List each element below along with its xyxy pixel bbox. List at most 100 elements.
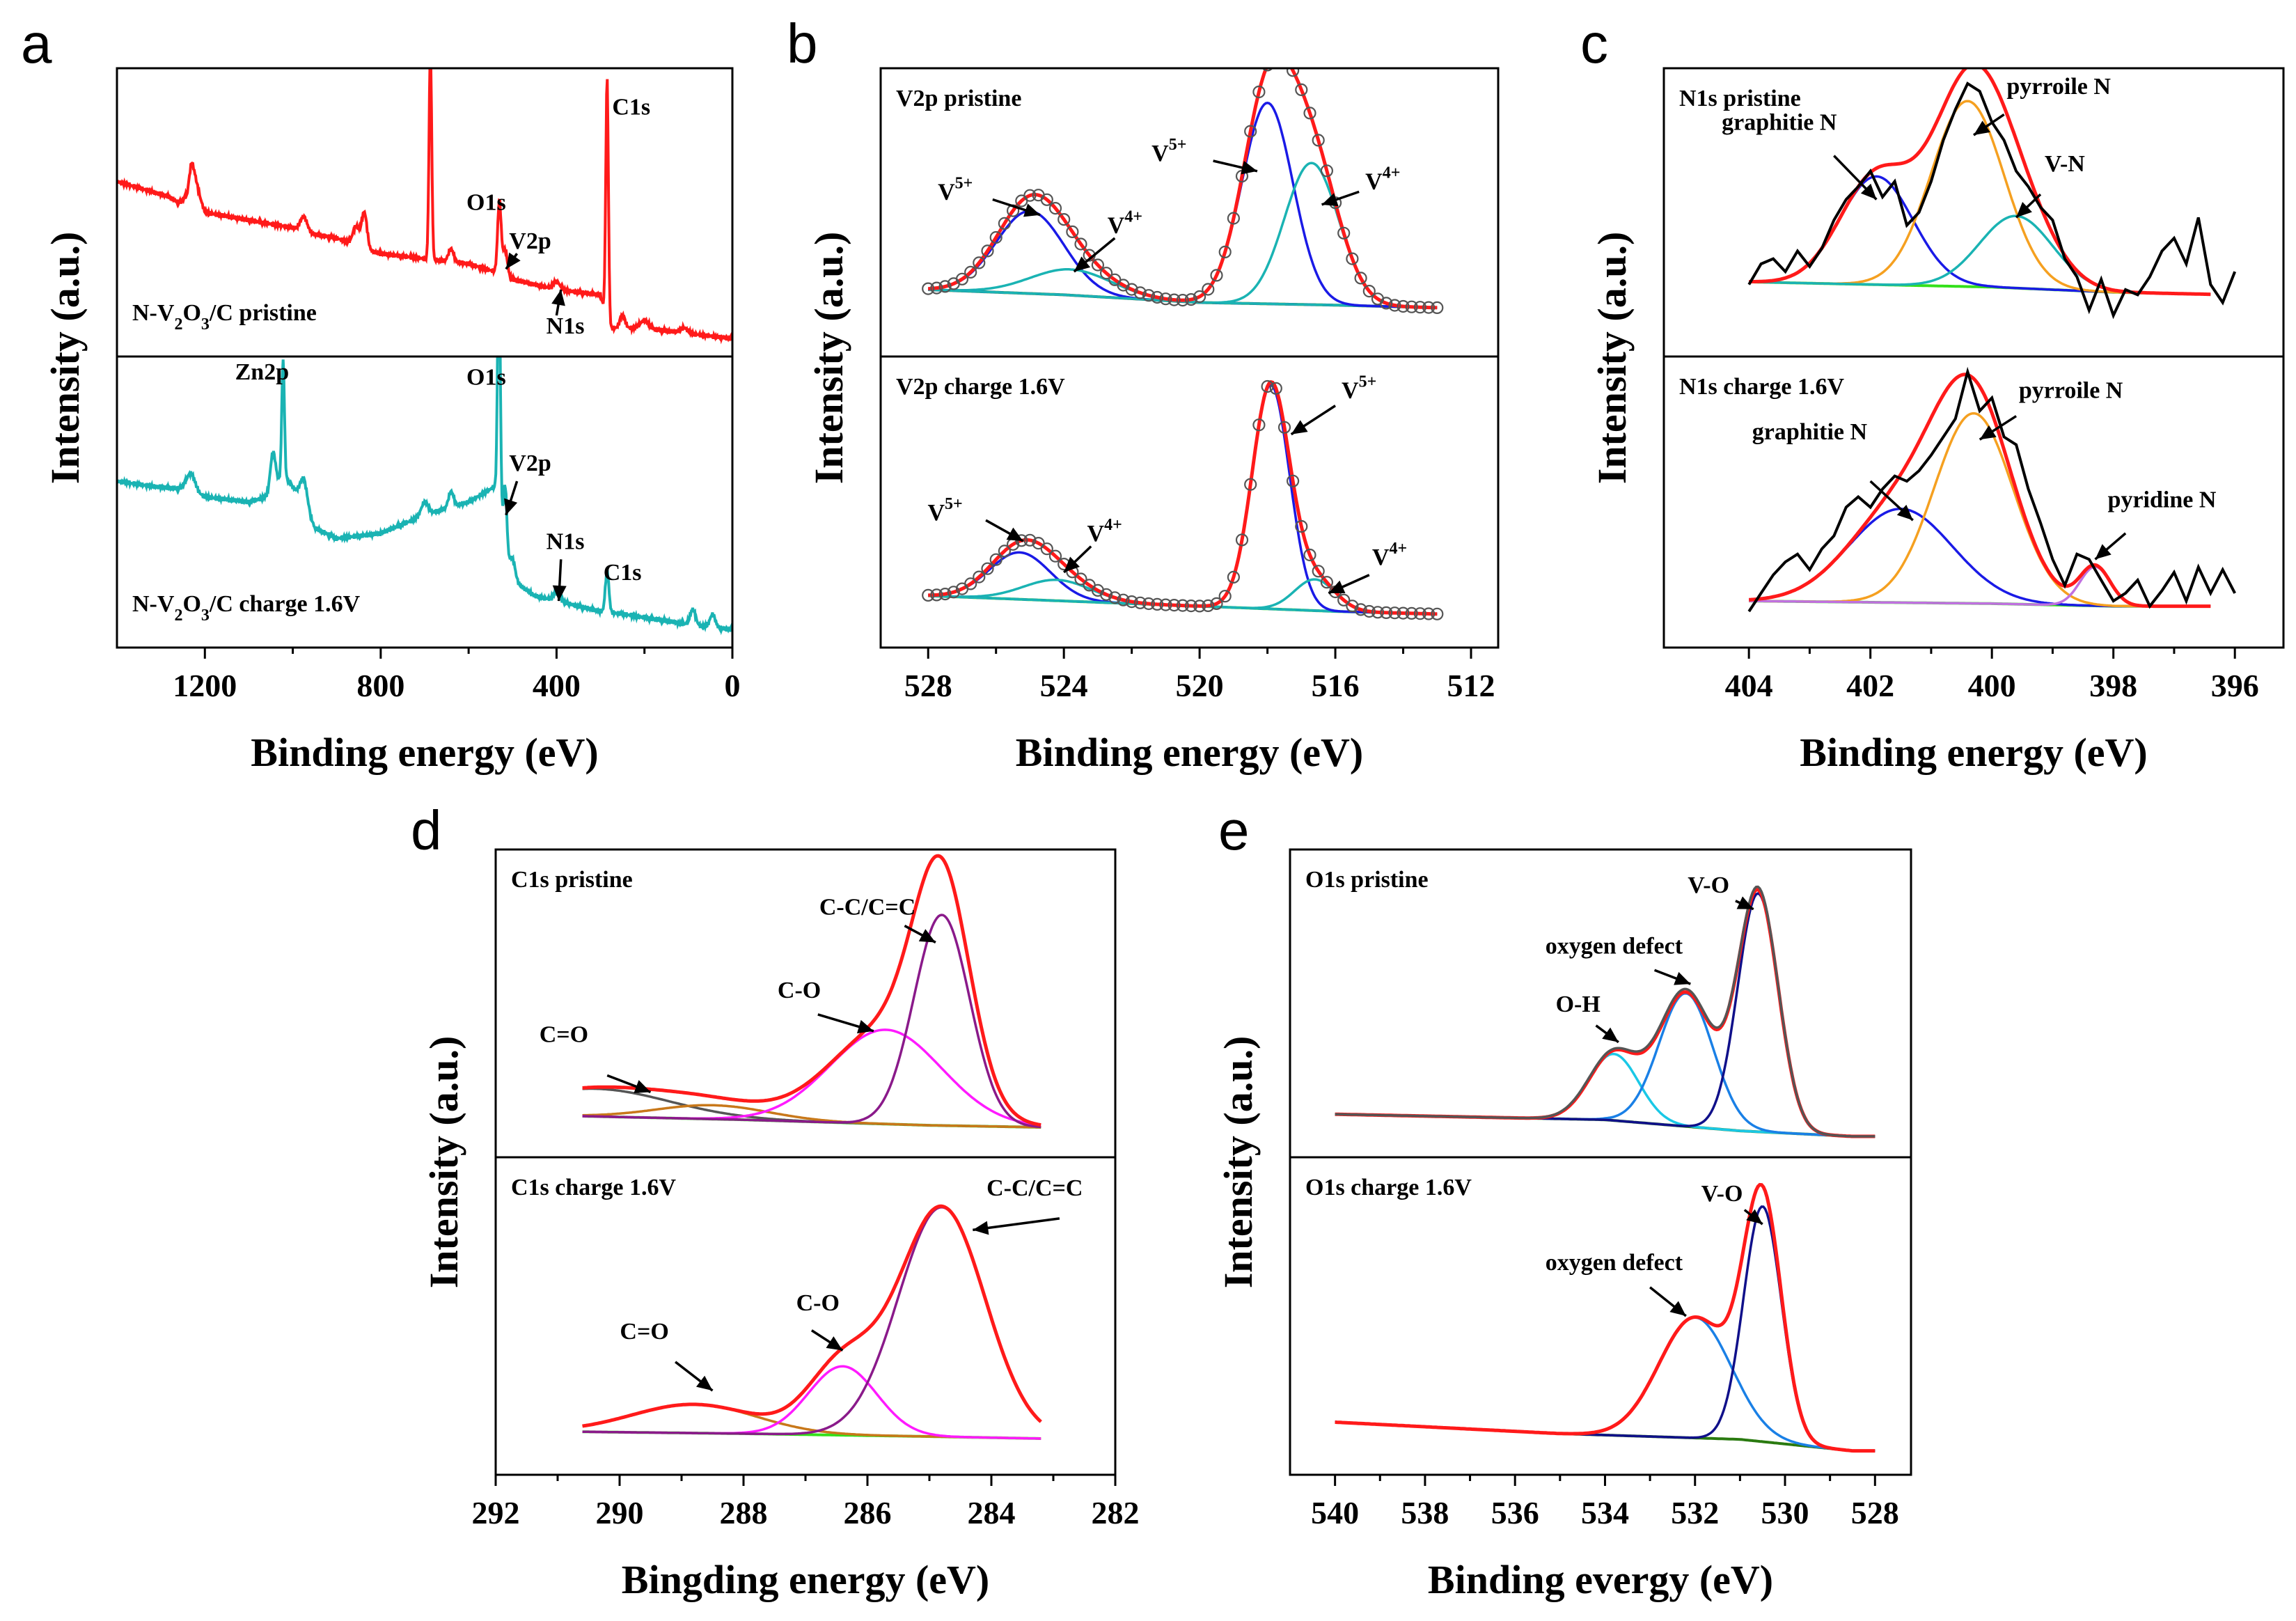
annotation-label: C-C/C=C (819, 895, 915, 921)
subplot-label-part: 3 (201, 315, 210, 334)
subplot-label-part: O (182, 591, 200, 617)
arrow-head (856, 1019, 874, 1034)
x-tick-label: 540 (1311, 1495, 1359, 1530)
annotation: V5+ (938, 175, 1041, 217)
annotation: O1s (466, 189, 506, 215)
annotation-label: pyridine N (2108, 487, 2217, 512)
series-o-h (1335, 1052, 1876, 1138)
data-point (1083, 579, 1096, 592)
data-point (1252, 418, 1266, 432)
panel-letter: c (1580, 13, 1608, 75)
annotation-label: Zn2p (235, 359, 290, 385)
subplot-label: N1s pristine (1679, 86, 1801, 111)
series-envelope (928, 379, 1438, 616)
data-point (1279, 52, 1290, 63)
annotation-label: C-C/C=C (986, 1175, 1083, 1201)
annotation: C-O (778, 978, 874, 1034)
data-point (1151, 290, 1164, 304)
subplot-pristine: O1s pristine O-H oxygen defect V-O (1305, 867, 1876, 1138)
annotation: C-C/C=C (819, 895, 936, 943)
data-point (1303, 548, 1316, 562)
annotation-label: O-H (1556, 992, 1601, 1017)
annotation-label: V4+ (1087, 516, 1122, 547)
arrow-head (1736, 896, 1754, 909)
data-point (1108, 273, 1122, 286)
annotation-label: V4+ (1372, 540, 1407, 570)
annotation-label: oxygen defect (1546, 933, 1683, 959)
series-survey (117, 68, 732, 345)
data-point (1320, 576, 1334, 589)
panel-letter: b (787, 13, 818, 75)
annotation-label: oxygen defect (1546, 1250, 1683, 1276)
data-point (1210, 269, 1223, 282)
annotation-label: C-O (778, 978, 821, 1003)
annotation-label: C=O (540, 1022, 588, 1048)
annotation: C-C/C=C (973, 1175, 1083, 1235)
data-point (1184, 599, 1198, 613)
subplot-label: V2p charge 1.6V (896, 374, 1065, 400)
data-point (1048, 549, 1062, 563)
annotation-sup: 4+ (1389, 540, 1407, 558)
data-point (1413, 301, 1427, 314)
data-point (938, 587, 952, 601)
data-point (1362, 285, 1376, 298)
annotation: V2p (505, 228, 551, 270)
annotation: C=O (620, 1319, 714, 1392)
x-tick-label: 288 (720, 1495, 768, 1530)
data-point (1227, 570, 1241, 584)
x-tick-label: 520 (1176, 668, 1224, 703)
series-envelope (1749, 68, 2211, 297)
annotation: V4+ (1321, 164, 1400, 207)
annotation: pyrroile N (1979, 377, 2123, 441)
x-tick-label: 282 (1092, 1495, 1140, 1530)
arrow-head (1602, 1027, 1619, 1042)
data-point (1388, 299, 1401, 312)
annotation-base: V (1108, 213, 1125, 239)
subplot-label-part: N-V (132, 591, 175, 617)
data-point (1286, 474, 1300, 487)
subplot-label-part: 2 (174, 606, 182, 625)
data-point (1271, 49, 1282, 60)
data-point (1176, 599, 1189, 612)
annotation-label: C=O (620, 1319, 668, 1345)
annotation: V2p (504, 451, 551, 516)
x-axis-title: Binding energy (eV) (1800, 730, 2147, 775)
x-tick-label: 800 (356, 668, 404, 703)
data-point (1380, 606, 1393, 620)
data-point (1142, 597, 1156, 611)
data-point (1151, 597, 1164, 611)
arrow-head (1023, 203, 1041, 217)
annotation-sup: 4+ (1124, 208, 1142, 226)
arrow-head (504, 498, 518, 515)
subplot-charged: N1s charge 1.6V graphitie N pyrroile N pyri… (1679, 366, 2236, 613)
subplot-label: O1s pristine (1305, 867, 1429, 893)
arrow-head (1974, 120, 1990, 135)
data-point (981, 562, 994, 575)
data-point (1287, 68, 1300, 77)
annotation-label: V5+ (938, 175, 973, 205)
subplot-label: C1s pristine (511, 867, 633, 893)
data-point (1040, 542, 1053, 556)
data-point (1277, 421, 1291, 434)
annotation: oxygen defect (1546, 933, 1691, 985)
y-axis-title: Intensity (a.u.) (42, 232, 88, 485)
x-tick-label: 530 (1761, 1495, 1809, 1530)
data-point (1210, 597, 1223, 611)
annotation-sup: 5+ (1359, 373, 1377, 391)
subplot-label-part: O (182, 300, 200, 326)
annotation: V5+ (927, 495, 1024, 542)
data-point (1227, 212, 1241, 225)
arrow-head (695, 1375, 713, 1391)
series-raw (922, 379, 1444, 620)
x-tick-label: 1200 (173, 668, 237, 703)
data-point (1057, 213, 1071, 226)
y-axis-title: Intensity (a.u.) (1216, 1036, 1261, 1289)
series-v-o (1335, 892, 1876, 1138)
data-point (1218, 590, 1232, 603)
data-point (1193, 290, 1206, 304)
y-axis-title: Intensity (a.u.) (421, 1036, 466, 1289)
annotation-base: V (1151, 141, 1169, 166)
x-tick-label: 536 (1491, 1495, 1539, 1530)
arrow-head (552, 585, 567, 602)
